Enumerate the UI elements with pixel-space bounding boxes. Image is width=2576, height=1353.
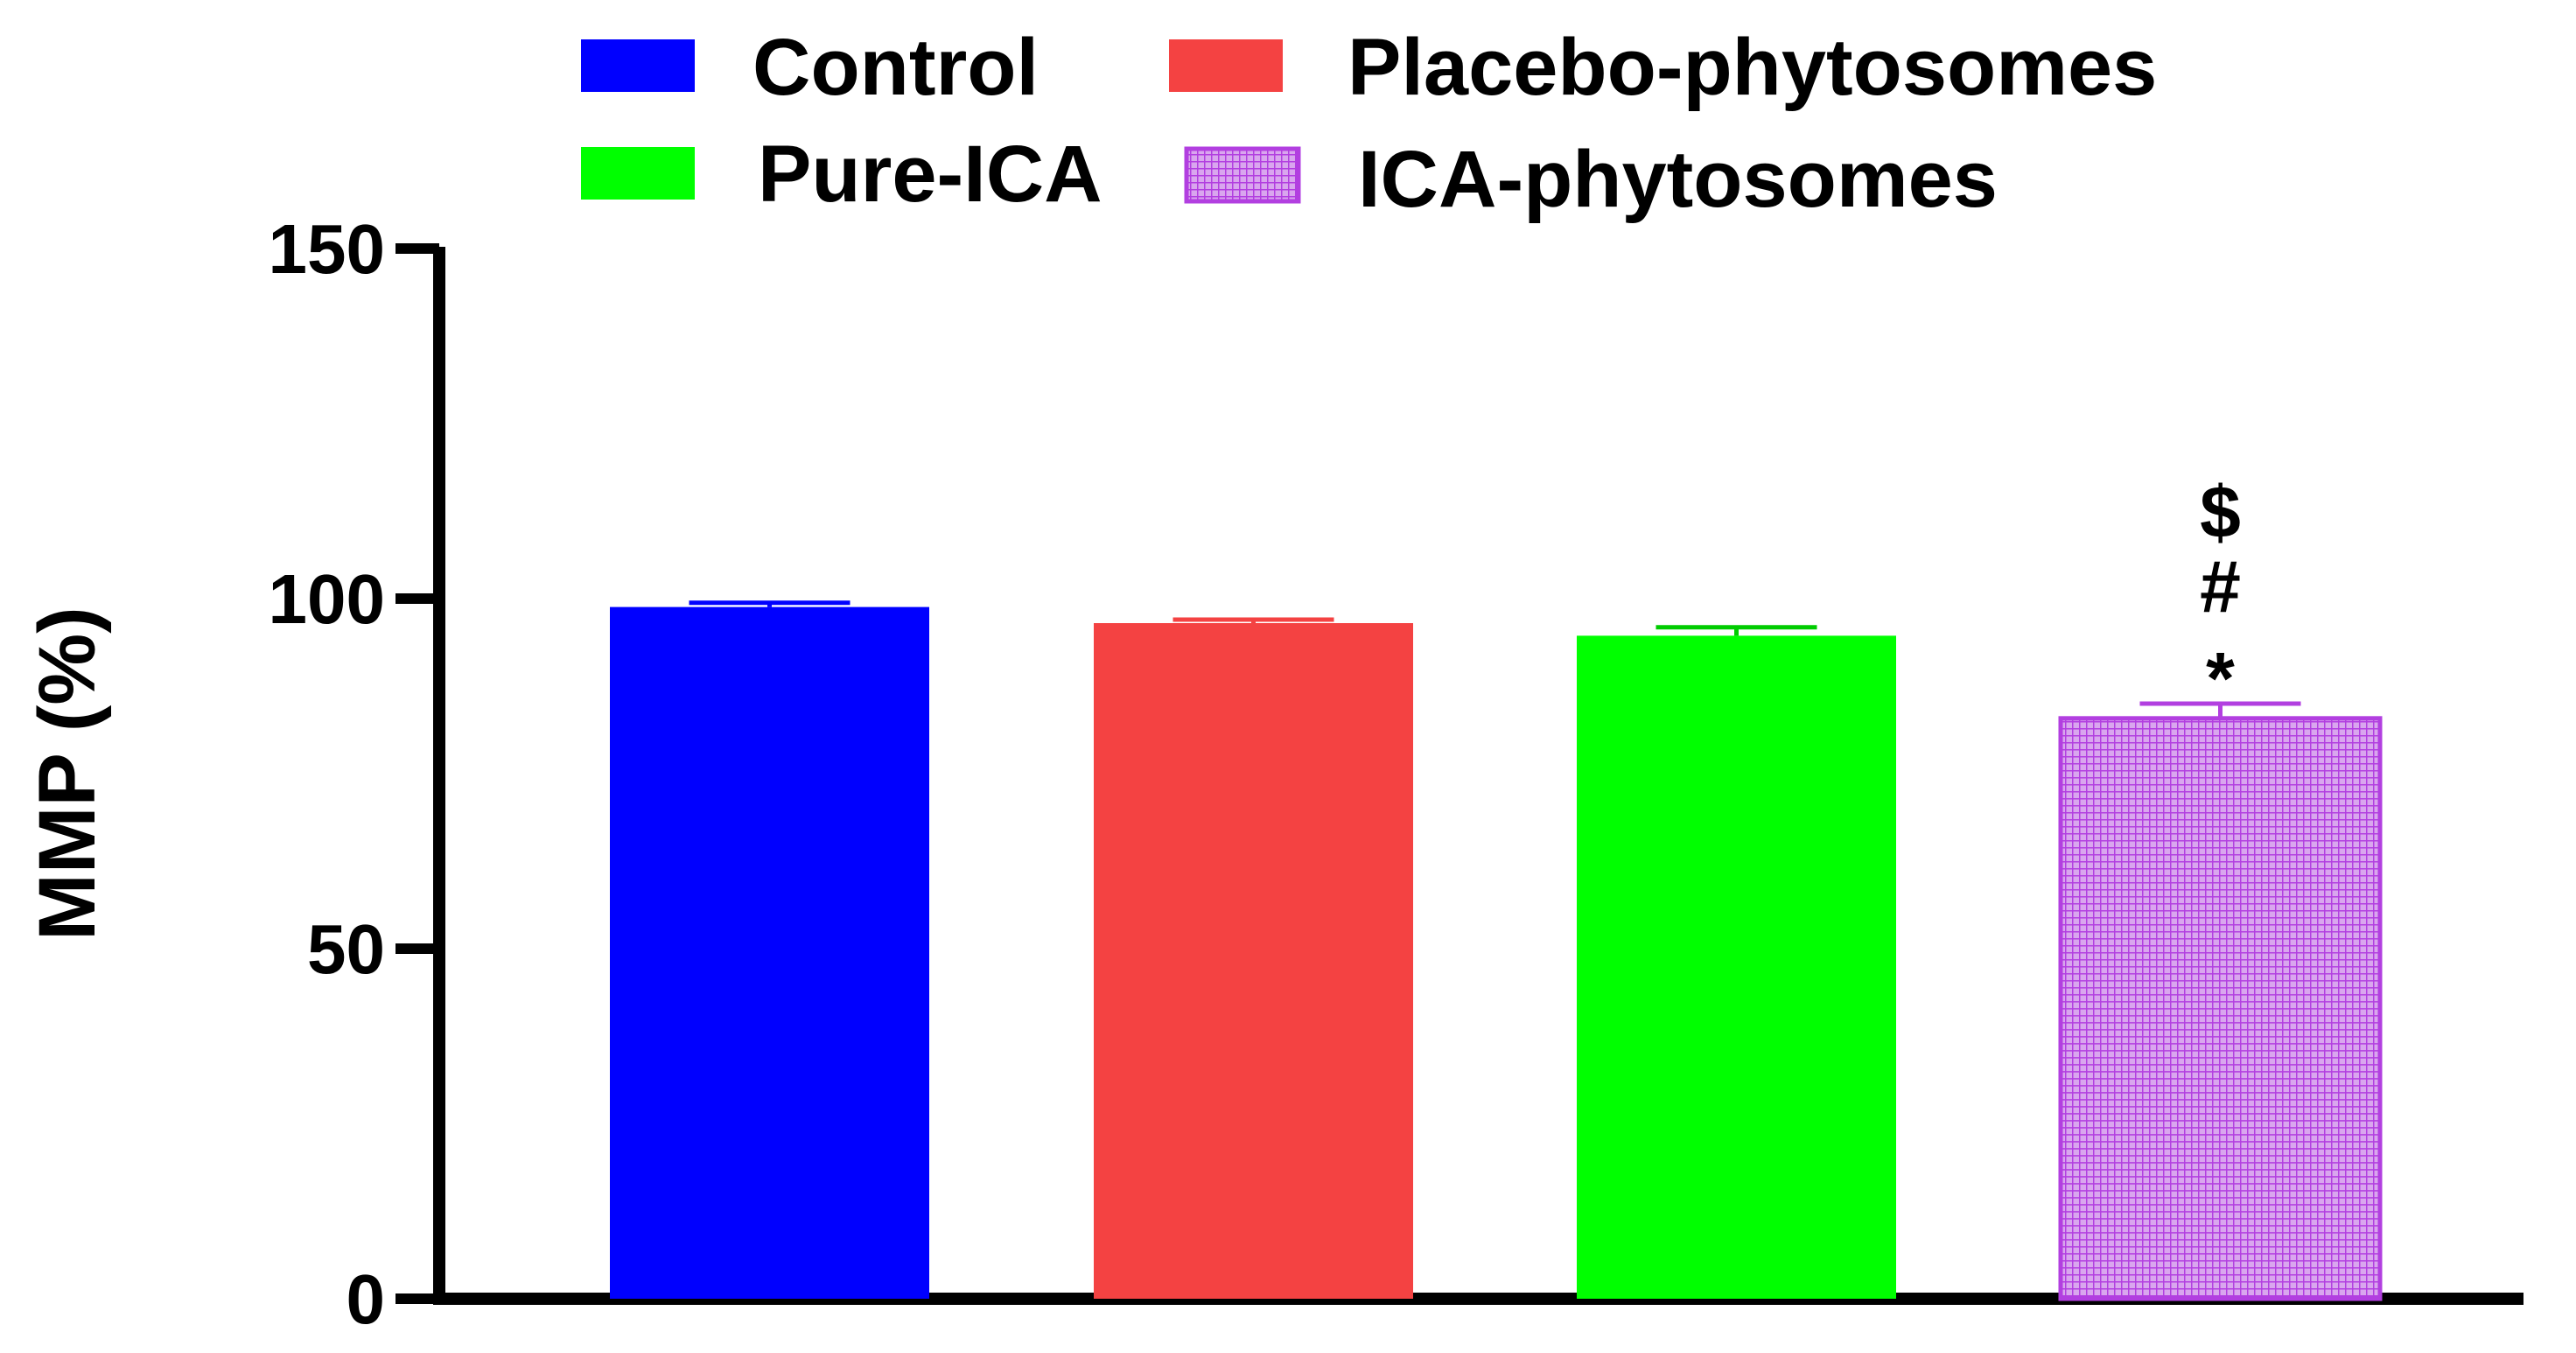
- y-tick-label-150: 150: [269, 210, 385, 288]
- y-tick-label-0: 0: [346, 1260, 386, 1338]
- y-tick-150: 150: [269, 210, 439, 288]
- y-tick-label-100: 100: [269, 560, 385, 638]
- y-tick-100: 100: [269, 560, 439, 638]
- bar-ica-phytosomes: [2058, 716, 2383, 1301]
- bar-pure-ica: [1577, 635, 1896, 1299]
- error-bar-control: [689, 600, 850, 607]
- y-axis-label: MMP (%): [23, 606, 112, 941]
- legend-swatch-ica-phytosomes: [1184, 146, 1301, 204]
- significance-hash: #: [2200, 545, 2241, 627]
- significance-dollar: $: [2200, 471, 2241, 553]
- error-bar-ica-phytosomes: [2139, 701, 2301, 719]
- bar-placebo-phytosomes: [1094, 623, 1413, 1299]
- significance-marks: $ # *: [2200, 471, 2241, 719]
- error-bar-pure-ica: [1656, 625, 1817, 636]
- legend-swatch-placebo-phytosomes: [1169, 39, 1283, 92]
- legend-label-pure-ica: Pure-ICA: [758, 130, 1102, 219]
- significance-asterisk: *: [2206, 637, 2235, 719]
- legend-label-ica-phytosomes: ICA-phytosomes: [1358, 135, 1998, 224]
- legend-label-control: Control: [752, 23, 1039, 112]
- error-bar-placebo-phytosomes: [1172, 617, 1334, 623]
- y-tick-50: 50: [307, 910, 439, 988]
- legend-label-placebo-phytosomes: Placebo-phytosomes: [1348, 23, 2157, 112]
- legend-swatch-pure-ica: [581, 147, 695, 200]
- y-tick-0: 0: [346, 1260, 439, 1338]
- bar-control: [610, 606, 929, 1299]
- legend-swatch-control: [581, 39, 695, 92]
- y-tick-label-50: 50: [307, 910, 385, 988]
- legend: Control Placebo-phytosomes Pure-ICA ICA-…: [581, 23, 2157, 224]
